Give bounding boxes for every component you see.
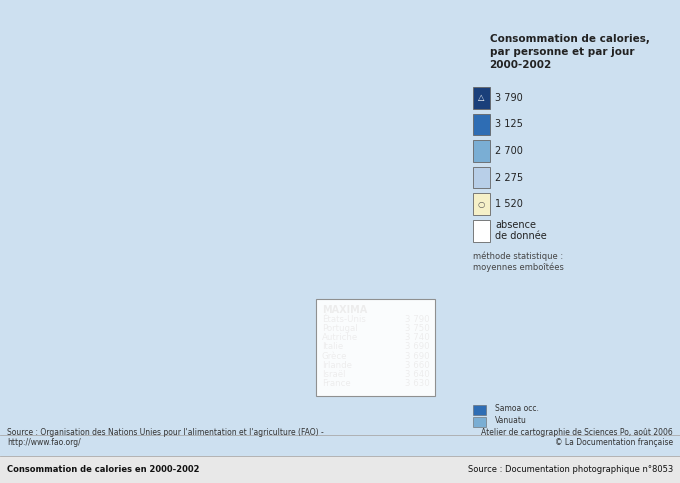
- Text: Source : Documentation photographique n°8053: Source : Documentation photographique n°…: [468, 465, 673, 474]
- Text: △: △: [478, 93, 484, 102]
- Text: 3 690: 3 690: [405, 342, 430, 352]
- Text: 3 125: 3 125: [495, 119, 523, 129]
- Text: Italie: Italie: [322, 342, 343, 352]
- Text: méthode statistique :
moyennes emboîtées: méthode statistique : moyennes emboîtées: [473, 251, 564, 272]
- Text: 1 520: 1 520: [495, 199, 523, 209]
- Text: Source : Organisation des Nations Unies pour l'alimentation et l'agriculture (FA: Source : Organisation des Nations Unies …: [7, 428, 324, 437]
- Text: France: France: [322, 379, 350, 388]
- Text: 3 630: 3 630: [405, 379, 430, 388]
- Text: 3 660: 3 660: [405, 361, 430, 370]
- Text: 3 640: 3 640: [405, 370, 430, 379]
- Text: http://www.fao.org/: http://www.fao.org/: [7, 438, 80, 447]
- Text: Consommation de calories,
par personne et par jour
2000-2002: Consommation de calories, par personne e…: [490, 34, 649, 70]
- Text: MAXIMA: MAXIMA: [322, 305, 367, 315]
- Text: Grèce: Grèce: [322, 352, 347, 361]
- Text: 3 790: 3 790: [495, 93, 523, 103]
- Text: © La Documentation française: © La Documentation française: [555, 438, 673, 447]
- Text: Israël: Israël: [322, 370, 345, 379]
- Text: Irlande: Irlande: [322, 361, 352, 370]
- Text: Samoa occ.: Samoa occ.: [495, 404, 539, 412]
- Text: 3 740: 3 740: [405, 333, 430, 342]
- Text: ○: ○: [477, 199, 485, 209]
- Text: 2 700: 2 700: [495, 146, 523, 156]
- Text: 2 275: 2 275: [495, 172, 523, 183]
- Text: 3 750: 3 750: [405, 324, 430, 333]
- Text: absence
de donnée: absence de donnée: [495, 220, 547, 242]
- Text: Atelier de cartographie de Sciences Po, août 2006: Atelier de cartographie de Sciences Po, …: [481, 428, 673, 437]
- Text: Vanuatu: Vanuatu: [495, 416, 527, 425]
- Text: Autriche: Autriche: [322, 333, 358, 342]
- Text: 3 790: 3 790: [405, 315, 430, 324]
- Text: 3 690: 3 690: [405, 352, 430, 361]
- Text: Portugal: Portugal: [322, 324, 357, 333]
- Text: Consommation de calories en 2000-2002: Consommation de calories en 2000-2002: [7, 465, 199, 474]
- Text: États-Unis: États-Unis: [322, 315, 366, 324]
